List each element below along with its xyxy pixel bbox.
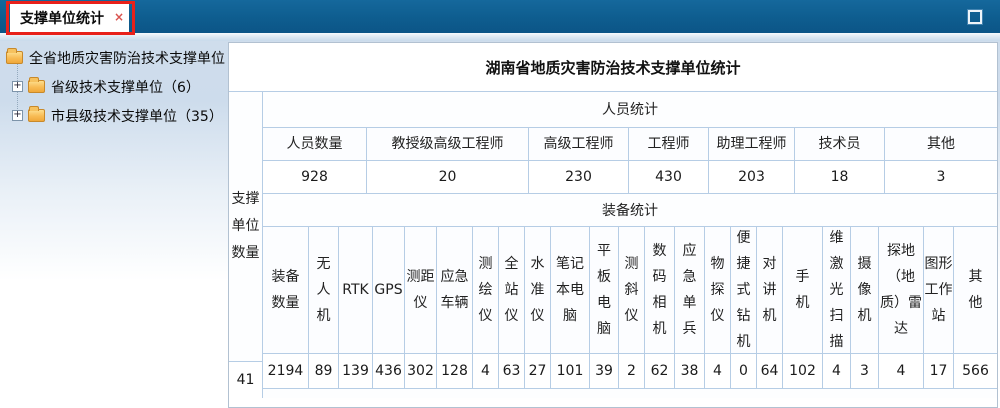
equipment-value: 2194 [267,363,304,379]
tree-item-provincial-units[interactable]: + 省级技术支撑单位（6） [0,72,227,101]
tree-item-label: 省级技术支撑单位（6） [51,79,200,96]
equipment-value: 4 [704,354,730,388]
tree-item-label: 市县级技术支撑单位（35） [51,108,223,125]
folder-icon [28,106,45,122]
equipment-value: 102 [782,354,822,388]
equipment-col-header: 应急 车辆 [436,227,472,354]
personnel-col-header: 助理工程师 [708,127,794,161]
equipment-value: 4 [878,354,923,388]
tab-support-unit-stats[interactable]: 支撑单位统计 × [10,3,129,33]
personnel-col-header: 人员数量 [263,127,366,161]
maximize-icon[interactable] [968,10,982,24]
equipment-value: 63 [498,354,524,388]
equipment-col-header: 水 准 仪 [524,227,550,354]
equipment-header-row: 装备 数量 无 人 机 RTK GPS 测距 仪 应急 车辆 测 绘 仪 全 站… [263,227,997,355]
folder-icon [6,48,23,64]
equipment-col-header: 应 急 单 兵 [674,227,704,354]
equipment-col-header: 装备 数量 [263,227,308,354]
equipment-col-header: 手 机 [782,227,822,354]
personnel-value: 230 [528,161,628,194]
equipment-col-header: 平 板 电 脑 [589,227,618,354]
equipment-col-header: RTK [338,227,372,354]
equipment-value: 101 [550,354,589,388]
tree-item-province-root[interactable]: 全省地质灾害防治技术支撑单位 [0,43,227,72]
sidebar-tree: 全省地质灾害防治技术支撑单位 + 省级技术支撑单位（6） + 市县级技术支撑单位… [0,43,227,130]
personnel-col-header: 高级工程师 [528,127,628,161]
equipment-col-header: GPS [372,227,404,354]
equipment-value: 128 [436,354,472,388]
personnel-col-header: 技术员 [794,127,884,161]
equipment-value: 4 [472,354,498,388]
statistics-report-panel: 湖南省地质灾害防治技术支撑单位统计 支撑 单位 数量 41 人员统计 人员数量 … [228,42,998,408]
personnel-value: 3 [884,161,997,194]
equipment-col-header: 测 斜 仪 [618,227,644,354]
equipment-col-header: 笔记 本电 脑 [550,227,589,354]
tree-item-label: 全省地质灾害防治技术支撑单位 [29,50,225,67]
equipment-col-header: 三维 激光 扫描 仪 [822,227,850,354]
equipment-value: 0 [730,354,756,388]
equipment-col-header: 对 讲 机 [756,227,782,354]
equipment-value: 62 [644,354,674,388]
personnel-col-header: 其他 [884,127,997,161]
expand-plus-icon[interactable]: + [12,80,23,92]
equipment-col-header: 全 站 仪 [498,227,524,354]
support-unit-count-header: 支撑 单位 数量 [229,92,262,362]
equipment-value: 436 [372,354,404,388]
tab-close-icon[interactable]: × [113,10,124,24]
personnel-header-row: 人员数量 教授级高级工程师 高级工程师 工程师 助理工程师 技术员 其他 [263,127,997,162]
top-tab-bar: 支撑单位统计 × [0,0,1000,35]
support-unit-count-column: 支撑 单位 数量 41 [229,92,263,398]
equipment-value: 3 [850,354,878,388]
equipment-col-header: 图形 工作 站 [923,227,953,354]
tree-item-city-county-units[interactable]: + 市县级技术支撑单位（35） [0,101,227,130]
support-unit-count-value: 41 [236,372,255,388]
personnel-section-header: 人员统计 [263,92,997,128]
report-title: 湖南省地质灾害防治技术支撑单位统计 [229,43,997,92]
equipment-section-header: 装备统计 [263,194,997,228]
personnel-value: 203 [708,161,794,194]
statistics-columns: 人员统计 人员数量 教授级高级工程师 高级工程师 工程师 助理工程师 技术员 其… [263,92,997,398]
personnel-col-header: 教授级高级工程师 [366,127,528,161]
personnel-value: 928 [301,169,328,186]
equipment-col-header: 物 探 仪 [704,227,730,354]
personnel-value: 18 [794,161,884,194]
equipment-values-row: 2194 89 139 436 302 128 4 63 27 101 39 2… [263,354,997,389]
equipment-col-header: 其 他 [953,227,997,354]
equipment-col-header: 摄 像 机 [850,227,878,354]
equipment-value: 4 [822,354,850,388]
personnel-value: 430 [628,161,708,194]
expand-plus-icon[interactable]: + [12,109,23,121]
tabbar-bottom-strip [0,33,1000,41]
equipment-col-header: 便 捷 式 钻 机 [730,227,756,354]
report-table: 支撑 单位 数量 41 人员统计 人员数量 教授级高级工程师 高级工程师 工程师… [229,92,997,398]
equipment-col-header: 测 绘 仪 [472,227,498,354]
equipment-value: 139 [338,354,372,388]
equipment-value: 89 [308,354,338,388]
folder-icon [28,77,45,93]
equipment-value: 302 [404,354,436,388]
equipment-col-header: 数 码 相 机 [644,227,674,354]
equipment-value: 39 [589,354,618,388]
personnel-col-header: 工程师 [628,127,708,161]
equipment-col-header: 探地 （地 质）雷 达 [878,227,923,354]
equipment-value: 64 [756,354,782,388]
equipment-value: 2 [618,354,644,388]
table-bottom-filler [263,388,997,398]
personnel-value: 20 [366,161,528,194]
equipment-col-header: 测距 仪 [404,227,436,354]
equipment-value: 38 [674,354,704,388]
personnel-values-row: 928 20 230 430 203 18 3 [263,161,997,195]
equipment-value: 17 [923,354,953,388]
equipment-value: 27 [524,354,550,388]
tab-label: 支撑单位统计 [20,11,104,27]
equipment-value: 566 [953,354,997,388]
equipment-col-header: 无 人 机 [308,227,338,354]
